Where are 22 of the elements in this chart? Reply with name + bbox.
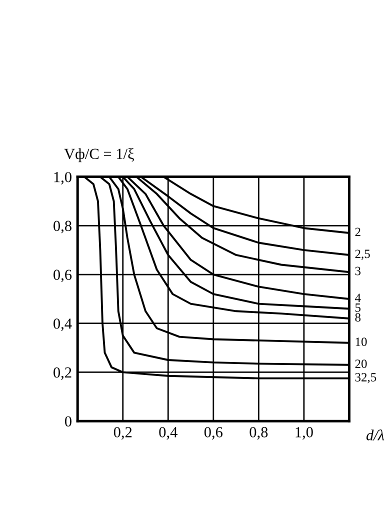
x-axis-title: d/λ	[366, 429, 384, 440]
series-label: 2,5	[355, 250, 370, 260]
y-axis-title: Vф/C = 1/ξ	[64, 148, 134, 162]
y-tick-label: 0,2	[54, 367, 72, 380]
x-tick-label: 0,8	[250, 427, 268, 440]
series-label: 5	[355, 304, 361, 312]
x-tick-label: 1,0	[296, 427, 313, 440]
series-label: 8	[355, 313, 361, 322]
x-tick-label: 0,6	[204, 427, 222, 440]
series-label: 2	[355, 228, 360, 236]
series-label: 3	[355, 266, 361, 276]
series-label: 4	[355, 294, 361, 302]
x-tick-label: 0,2	[114, 427, 132, 440]
series-label: 32,5	[355, 373, 376, 384]
y-tick-label: 0,6	[54, 270, 72, 282]
y-tick-label: 1,0	[54, 172, 72, 184]
y-tick-label: 0,4	[54, 318, 72, 332]
y-tick-label: 0	[64, 416, 72, 427]
x-tick-label: 0,4	[159, 427, 178, 440]
y-tick-label: 0,8	[54, 220, 72, 234]
series-label: 20	[355, 360, 367, 368]
series-label: 10	[356, 338, 367, 346]
